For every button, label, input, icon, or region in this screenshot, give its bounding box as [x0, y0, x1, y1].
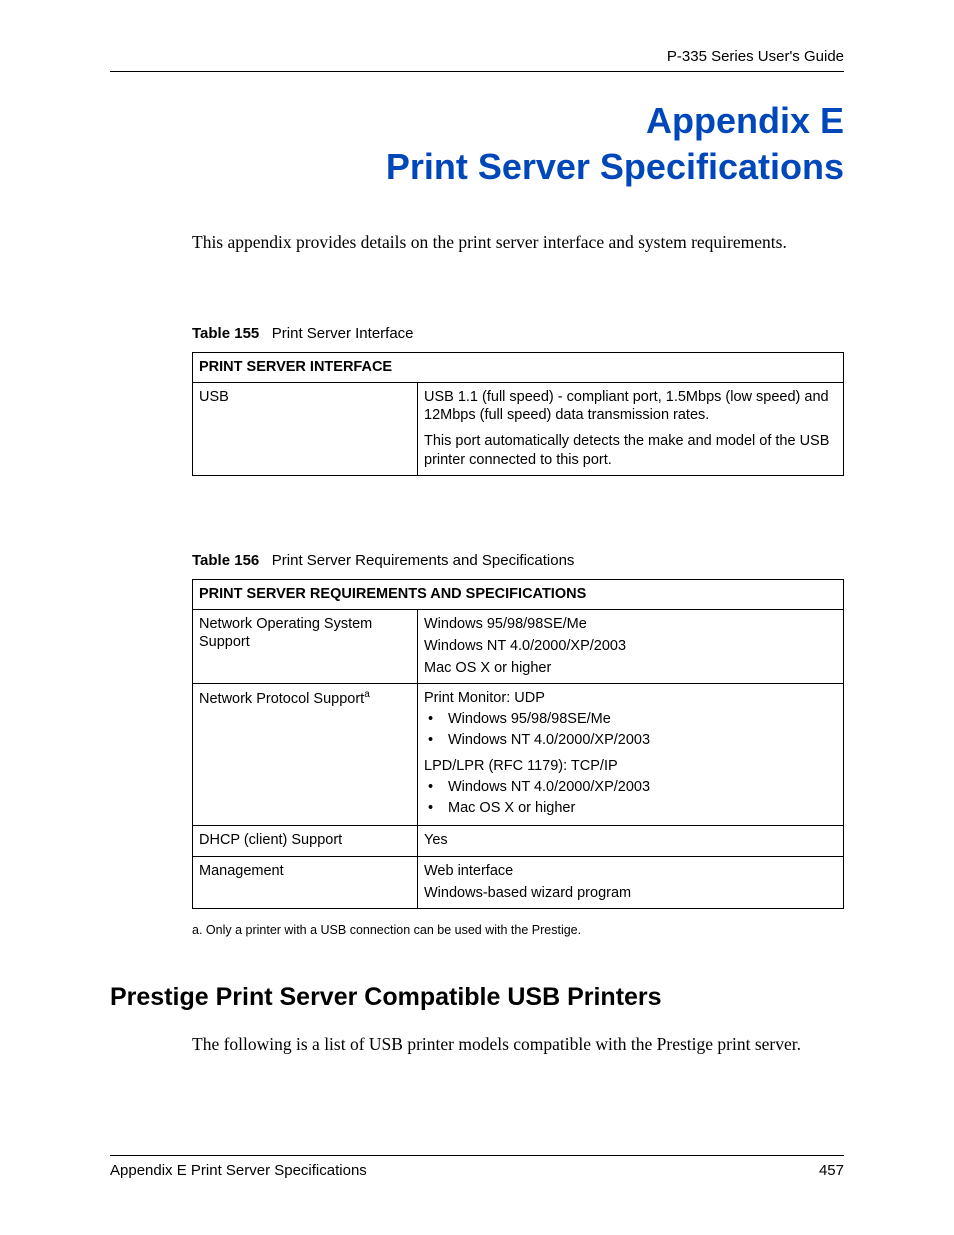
- table-156-r1-value: Windows 95/98/98SE/Me Windows NT 4.0/200…: [418, 609, 844, 683]
- intro-paragraph: This appendix provides details on the pr…: [192, 232, 844, 253]
- table-155-row-value: USB 1.1 (full speed) - compliant port, 1…: [418, 383, 844, 476]
- cell-line: Windows-based wizard program: [424, 884, 837, 902]
- table-row: Network Protocol Supporta Print Monitor:…: [193, 684, 844, 826]
- list-item: Windows 95/98/98SE/Me: [424, 709, 837, 730]
- table-cell-paragraph: This port automatically detects the make…: [424, 432, 837, 468]
- table-row: PRINT SERVER INTERFACE: [193, 353, 844, 383]
- table-footnote: a. Only a printer with a USB connection …: [192, 923, 844, 937]
- page-footer: Appendix E Print Server Specifications 4…: [110, 1155, 844, 1179]
- table-155-title: Print Server Interface: [272, 325, 414, 342]
- cell-line: Mac OS X or higher: [424, 659, 837, 677]
- appendix-title: Appendix E Print Server Specifications: [110, 100, 844, 188]
- cell-line: Windows 95/98/98SE/Me: [424, 615, 837, 633]
- table-row: Management Web interface Windows-based w…: [193, 856, 844, 908]
- list-item: Windows NT 4.0/2000/XP/2003: [424, 777, 837, 798]
- table-row: DHCP (client) Support Yes: [193, 826, 844, 856]
- table-155-caption: Table 155 Print Server Interface: [192, 325, 844, 342]
- footnote-ref: a: [364, 689, 370, 700]
- table-156-r3-label: DHCP (client) Support: [193, 826, 418, 856]
- table-156-r2-value: Print Monitor: UDP Windows 95/98/98SE/Me…: [418, 684, 844, 826]
- table-156-r4-value: Web interface Windows-based wizard progr…: [418, 856, 844, 908]
- footer-left: Appendix E Print Server Specifications: [110, 1162, 367, 1179]
- table-155-number: Table 155: [192, 325, 259, 342]
- table-155-row-label: USB: [193, 383, 418, 476]
- table-156-r1-label: Network Operating System Support: [193, 609, 418, 683]
- appendix-title-line2: Print Server Specifications: [110, 146, 844, 188]
- cell-line: Windows NT 4.0/2000/XP/2003: [424, 637, 837, 655]
- table-156: PRINT SERVER REQUIREMENTS AND SPECIFICAT…: [192, 579, 844, 909]
- table-row: PRINT SERVER REQUIREMENTS AND SPECIFICAT…: [193, 579, 844, 609]
- page-header: P-335 Series User's Guide: [110, 48, 844, 72]
- bullet-list: Windows NT 4.0/2000/XP/2003 Mac OS X or …: [424, 777, 837, 819]
- table-row: Network Operating System Support Windows…: [193, 609, 844, 683]
- appendix-title-line1: Appendix E: [110, 100, 844, 142]
- table-156-r4-label: Management: [193, 856, 418, 908]
- table-156-caption: Table 156 Print Server Requirements and …: [192, 552, 844, 569]
- guide-title: P-335 Series User's Guide: [667, 48, 844, 65]
- section-body: The following is a list of USB printer m…: [192, 1034, 844, 1055]
- table-row: USB USB 1.1 (full speed) - compliant por…: [193, 383, 844, 476]
- table-156-number: Table 156: [192, 552, 259, 569]
- table-156-r2-label: Network Protocol Supporta: [193, 684, 418, 826]
- page: P-335 Series User's Guide Appendix E Pri…: [0, 0, 954, 1235]
- footer-page-number: 457: [819, 1162, 844, 1179]
- section-heading: Prestige Print Server Compatible USB Pri…: [110, 983, 844, 1012]
- table-155-header: PRINT SERVER INTERFACE: [193, 353, 844, 383]
- bullet-list: Windows 95/98/98SE/Me Windows NT 4.0/200…: [424, 709, 837, 751]
- cell-subhead: LPD/LPR (RFC 1179): TCP/IP: [424, 757, 837, 775]
- table-156-r3-value: Yes: [418, 826, 844, 856]
- cell-subhead: Print Monitor: UDP: [424, 689, 837, 707]
- list-item: Windows NT 4.0/2000/XP/2003: [424, 730, 837, 751]
- cell-line: Web interface: [424, 862, 837, 880]
- table-156-header: PRINT SERVER REQUIREMENTS AND SPECIFICAT…: [193, 579, 844, 609]
- r2-label-text: Network Protocol Support: [199, 691, 364, 707]
- list-item: Mac OS X or higher: [424, 798, 837, 819]
- table-155: PRINT SERVER INTERFACE USB USB 1.1 (full…: [192, 352, 844, 476]
- table-cell-paragraph: USB 1.1 (full speed) - compliant port, 1…: [424, 388, 837, 424]
- table-156-title: Print Server Requirements and Specificat…: [272, 552, 575, 569]
